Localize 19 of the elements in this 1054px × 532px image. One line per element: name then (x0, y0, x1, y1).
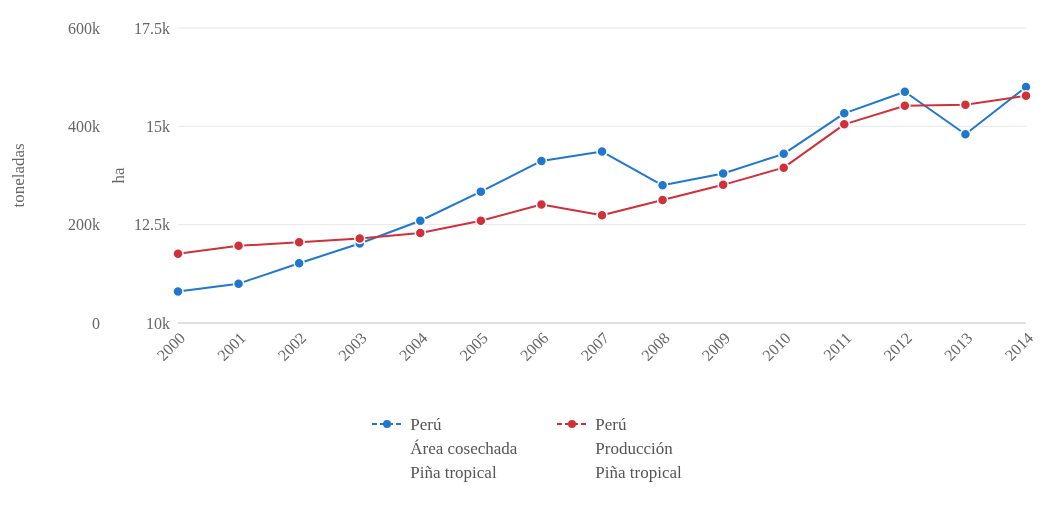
y2-tick-label: 15k (146, 118, 170, 136)
y-tick-label: 0 (92, 314, 100, 332)
y2-tick-label: 10k (146, 314, 170, 332)
point (414, 227, 427, 239)
legend-label: Perú Producción Piña tropical (595, 414, 682, 484)
point (656, 194, 669, 206)
x-tick-label: 2011 (820, 329, 855, 364)
y-tick-label: 600k (68, 19, 100, 37)
point (353, 232, 366, 245)
y-tick-label: 400k (68, 118, 100, 136)
y2-tick-label: 12.5k (134, 216, 170, 234)
y-tick-label: 200k (68, 216, 100, 234)
point (535, 155, 548, 167)
point (293, 257, 305, 269)
y2-axis-title: ha (109, 167, 129, 184)
legend-label: Perú Área cosechada Piña tropical (410, 414, 518, 484)
x-tick-label: 2001 (214, 329, 249, 364)
y2-tick-label: 17.5k (134, 19, 170, 37)
y-axis-title: toneladas (9, 143, 29, 208)
